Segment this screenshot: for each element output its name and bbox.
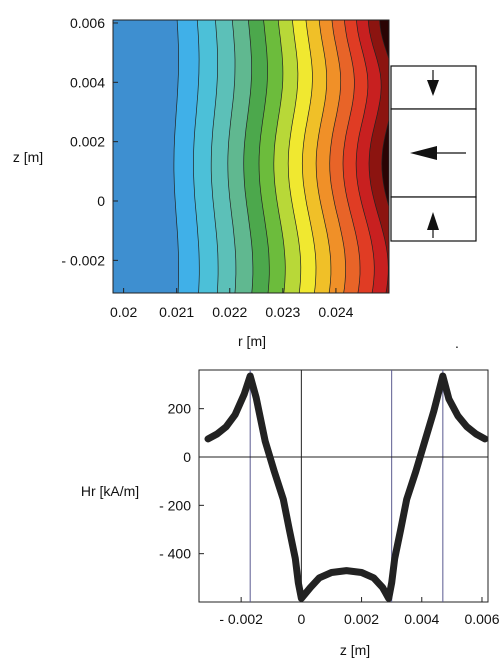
y-axis-label: z [m] <box>13 149 43 165</box>
y-tick-label: 0 <box>97 193 105 209</box>
y-tick-label: - 400 <box>159 546 191 562</box>
y-ticks: 0.006 0.004 0.002 0 - 0.002 <box>61 15 118 268</box>
y-tick-label: 0.004 <box>70 74 105 90</box>
arrow-left-icon <box>410 146 466 160</box>
y-ticks: 200 0 - 200 - 400 <box>159 401 204 562</box>
contour-plot: 0.02 0.021 0.022 0.023 0.024 0.006 0.004 0.002… <box>13 15 477 351</box>
arrow-down-icon <box>427 70 439 96</box>
plot-frame <box>112 19 390 294</box>
x-tick-label: - 0.002 <box>219 611 263 627</box>
y-tick-label: - 0.002 <box>61 252 105 268</box>
contour-bands <box>113 20 389 293</box>
y-axis-label: Hr [kA/m] <box>81 483 139 499</box>
x-tick-label: 0.023 <box>265 304 300 320</box>
x-tick-label: 0 <box>297 611 305 627</box>
x-tick-label: 0.006 <box>464 611 499 627</box>
contour-band <box>367 20 389 293</box>
plot2-frame <box>198 369 489 603</box>
x-tick-label: 0.024 <box>318 304 353 320</box>
period-mark: . <box>455 335 459 351</box>
x-axis-label: z [m] <box>340 642 370 658</box>
x-tick-label: 0.002 <box>344 611 379 627</box>
x-tick-label: 0.022 <box>212 304 247 320</box>
y-tick-label: 0.006 <box>70 15 105 31</box>
arrow-up-icon <box>427 212 439 238</box>
x-tick-label: 0.02 <box>110 304 137 320</box>
x-ticks: 0.02 0.021 0.022 0.023 0.024 <box>110 288 354 320</box>
x-tick-label: 0.004 <box>404 611 439 627</box>
x-tick-label: 0.021 <box>159 304 194 320</box>
y-tick-label: - 200 <box>159 497 191 513</box>
contour-band <box>379 20 389 208</box>
x-ticks: - 0.002 0 0.002 0.004 0.006 <box>219 597 500 627</box>
y-tick-label: 0.002 <box>70 134 105 150</box>
series-line <box>204 372 489 602</box>
y-tick-label: 0 <box>183 449 191 465</box>
x-axis-label: r [m] <box>238 333 266 349</box>
magnet-blocks <box>390 65 477 242</box>
y-tick-label: 200 <box>168 401 192 417</box>
